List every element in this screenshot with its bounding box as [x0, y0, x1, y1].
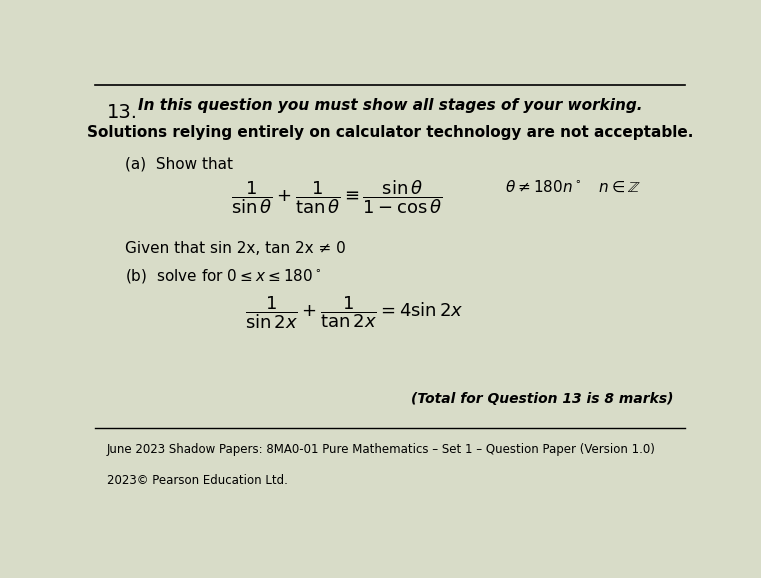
Text: Given that sin 2x, tan 2x ≠ 0: Given that sin 2x, tan 2x ≠ 0 — [125, 240, 345, 255]
Text: (a)  Show that: (a) Show that — [125, 156, 233, 171]
Text: 13.: 13. — [107, 103, 138, 122]
Text: Solutions relying entirely on calculator technology are not acceptable.: Solutions relying entirely on calculator… — [87, 125, 693, 140]
Text: In this question you must show all stages of your working.: In this question you must show all stage… — [138, 98, 642, 113]
Text: $\dfrac{1}{\sin 2x} + \dfrac{1}{\tan 2x} = 4\sin 2x$: $\dfrac{1}{\sin 2x} + \dfrac{1}{\tan 2x}… — [245, 294, 464, 331]
Text: $\dfrac{1}{\sin\theta} + \dfrac{1}{\tan\theta} \equiv \dfrac{\sin\theta}{1-\cos\: $\dfrac{1}{\sin\theta} + \dfrac{1}{\tan\… — [231, 179, 443, 216]
Text: $\theta \neq 180n^\circ \quad n \in \mathbb{Z}$: $\theta \neq 180n^\circ \quad n \in \mat… — [505, 180, 641, 195]
Text: 2023© Pearson Education Ltd.: 2023© Pearson Education Ltd. — [107, 475, 288, 487]
Text: (Total for Question 13 is 8 marks): (Total for Question 13 is 8 marks) — [411, 392, 673, 406]
Text: (b)  solve for $0 \leq x \leq 180^\circ$: (b) solve for $0 \leq x \leq 180^\circ$ — [125, 268, 321, 286]
Text: June 2023 Shadow Papers: 8MA0-01 Pure Mathematics – Set 1 – Question Paper (Vers: June 2023 Shadow Papers: 8MA0-01 Pure Ma… — [107, 443, 656, 456]
